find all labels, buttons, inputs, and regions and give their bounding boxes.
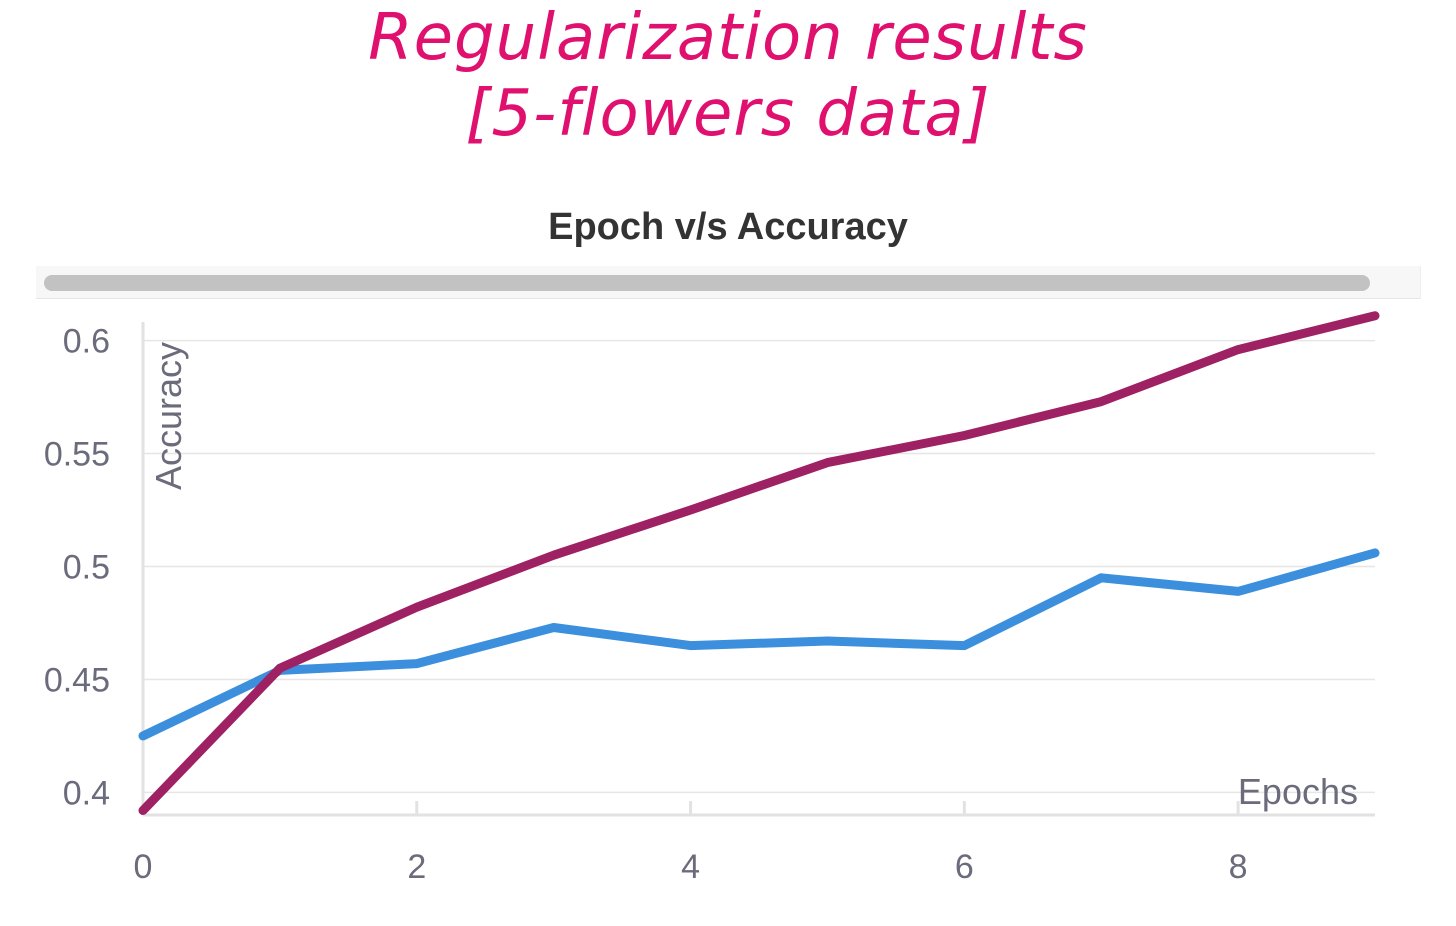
y-tick-label: 0.6 xyxy=(63,323,110,361)
series-lines xyxy=(138,311,1380,815)
tick-labels: 0.4 0.45 0.5 0.55 0.6 0 2 4 6 8 xyxy=(44,323,1248,886)
x-tick-label: 8 xyxy=(1229,848,1248,886)
x-axis-title: Epochs xyxy=(1238,771,1358,812)
series-line-2 xyxy=(138,311,1380,815)
scrollbar-thumb[interactable] xyxy=(44,275,1370,291)
axes xyxy=(141,322,1375,817)
x-tick-label: 0 xyxy=(134,848,153,886)
annotation-title-line-2: [5-flowers data] xyxy=(465,77,991,151)
y-tick-label: 0.45 xyxy=(44,661,110,699)
x-tick-label: 4 xyxy=(681,848,700,886)
chart-title: Epoch v/s Accuracy xyxy=(548,206,908,248)
y-axis-title: Accuracy xyxy=(148,342,189,490)
x-tick-label: 2 xyxy=(407,848,426,886)
x-tick-label: 6 xyxy=(955,848,974,886)
y-tick-label: 0.55 xyxy=(44,436,110,474)
series-line-1 xyxy=(138,548,1380,741)
annotation-title-line-1: Regularization results xyxy=(368,1,1088,75)
y-tick-label: 0.4 xyxy=(63,774,110,812)
gridlines xyxy=(143,339,1375,794)
horizontal-scrollbar[interactable] xyxy=(36,266,1421,299)
y-tick-label: 0.5 xyxy=(63,549,110,587)
